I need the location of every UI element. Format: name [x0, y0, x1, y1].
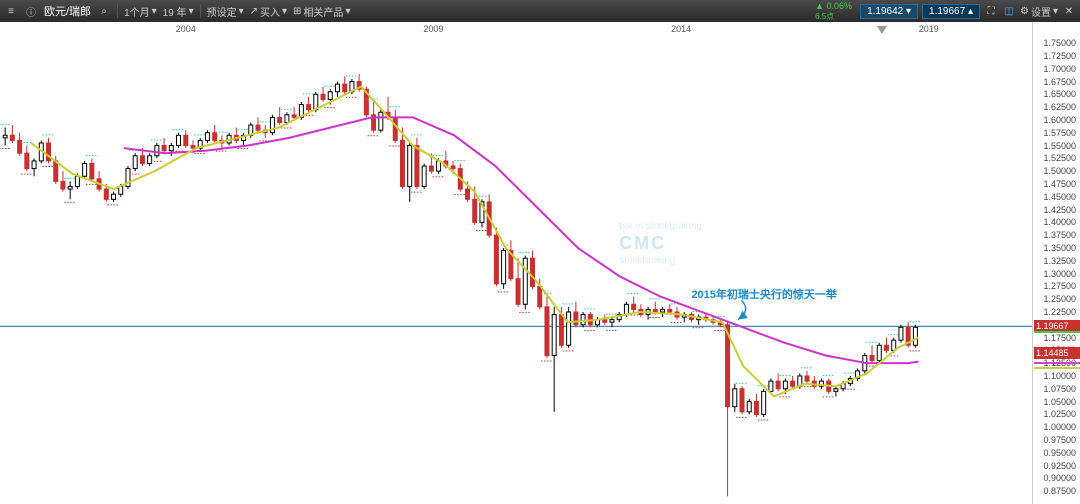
y-tick: 1.05000 — [1043, 397, 1076, 407]
price-marker — [1034, 362, 1080, 364]
time-marker-icon — [877, 26, 887, 34]
tool-icon[interactable]: ◫ — [1002, 4, 1016, 18]
expand-icon[interactable]: ⛶ — [984, 4, 998, 18]
settings-button[interactable]: ⚙ 设置 ▾ — [1020, 4, 1058, 19]
y-tick: 1.30000 — [1043, 269, 1076, 279]
related-button[interactable]: ⊞ 相关产品 ▾ — [293, 4, 350, 19]
price-marker: 1.14485 — [1034, 347, 1080, 359]
y-tick: 1.57500 — [1043, 128, 1076, 138]
price-ask[interactable]: 1.19667 ▴ — [922, 4, 980, 19]
y-tick: 1.35000 — [1043, 243, 1076, 253]
y-tick: 1.25000 — [1043, 294, 1076, 304]
close-icon[interactable]: ✕ — [1062, 4, 1076, 18]
buy-button[interactable]: ↗ 买入 ▾ — [250, 4, 287, 19]
y-tick: 1.22500 — [1043, 307, 1076, 317]
y-tick: 1.65000 — [1043, 89, 1076, 99]
info-icon[interactable]: ⓘ — [24, 4, 38, 18]
y-axis: 1.75000 1.72500 1.70000 1.67500 1.65000 1.625… — [1032, 22, 1080, 504]
y-tick: 0.95000 — [1043, 448, 1076, 458]
preset-button[interactable]: 预设定 ▾ — [207, 4, 244, 19]
y-tick: 1.67500 — [1043, 77, 1076, 87]
y-tick: 1.60000 — [1043, 115, 1076, 125]
y-tick: 1.42500 — [1043, 205, 1076, 215]
y-tick: 1.27500 — [1043, 281, 1076, 291]
y-tick: 1.45000 — [1043, 192, 1076, 202]
y-tick: 1.37500 — [1043, 230, 1076, 240]
search-icon[interactable]: ⌕ — [97, 4, 111, 18]
x-tick: 2014 — [671, 24, 691, 34]
range-select[interactable]: 19 年 ▾ — [163, 4, 194, 19]
y-tick: 0.90000 — [1043, 473, 1076, 483]
price-marker — [1034, 331, 1080, 333]
y-tick: 1.75000 — [1043, 38, 1076, 48]
y-tick: 1.47500 — [1043, 179, 1076, 189]
y-tick: 1.07500 — [1043, 384, 1076, 394]
timeframe-select[interactable]: 1个月 ▾ — [124, 4, 157, 19]
y-tick: 1.10000 — [1043, 371, 1076, 381]
y-tick: 1.17500 — [1043, 333, 1076, 343]
toolbar: ≡ ⓘ 欧元/瑞郎 ⌕ 1个月 ▾ 19 年 ▾ 预设定 ▾ ↗ 买入 ▾ ⊞ … — [0, 0, 1080, 22]
x-tick: 2009 — [423, 24, 443, 34]
plot-area[interactable]: CMC stockbroking tsx.m stockbroking 2015… — [0, 38, 1032, 504]
y-tick: 0.87500 — [1043, 486, 1076, 496]
y-tick: 1.00000 — [1043, 422, 1076, 432]
pct-change: ▲ 0.06%6.5点 — [811, 0, 856, 23]
annotation-arrow — [0, 38, 1032, 504]
y-tick: 1.62500 — [1043, 102, 1076, 112]
menu-icon[interactable]: ≡ — [4, 4, 18, 18]
symbol-name[interactable]: 欧元/瑞郎 — [44, 3, 91, 19]
y-tick: 0.92500 — [1043, 461, 1076, 471]
x-tick: 2019 — [919, 24, 939, 34]
y-tick: 1.32500 — [1043, 256, 1076, 266]
y-tick: 1.55000 — [1043, 141, 1076, 151]
y-tick: 1.40000 — [1043, 217, 1076, 227]
price-marker — [1034, 367, 1080, 369]
y-tick: 1.50000 — [1043, 166, 1076, 176]
y-tick: 1.72500 — [1043, 51, 1076, 61]
price-bid[interactable]: 1.19642 ▾ — [860, 4, 918, 19]
y-tick: 1.70000 — [1043, 64, 1076, 74]
x-tick: 2004 — [176, 24, 196, 34]
y-tick: 0.97500 — [1043, 435, 1076, 445]
y-tick: 1.02500 — [1043, 409, 1076, 419]
y-tick: 1.52500 — [1043, 153, 1076, 163]
chart-area[interactable]: 2004 2009 2014 2019 CMC stockbroking tsx.m … — [0, 22, 1080, 504]
